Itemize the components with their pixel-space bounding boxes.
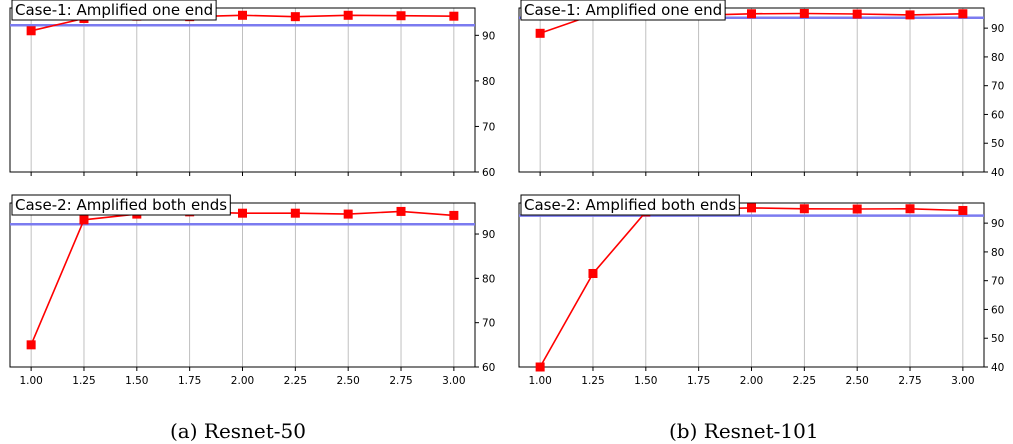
caption-resnet-101: (b) Resnet-101 (669, 419, 819, 443)
data-point (799, 8, 809, 18)
x-tick-label: 1.25 (581, 375, 604, 387)
x-tick-label: 2.50 (845, 375, 868, 387)
x-tick-label: 3.00 (951, 375, 974, 387)
y-tick-label: 40 (991, 167, 1004, 179)
data-point (343, 209, 353, 219)
x-tick-label: 2.25 (793, 375, 816, 387)
chart-panel-resnet50-case2: 1.00 1.25 1.50 1.75 2.00 2.25 2.50 2.75 3.00 60 70… (9, 194, 495, 387)
y-tick-label: 70 (482, 318, 495, 330)
data-point (396, 206, 406, 216)
x-tick-label: 1.75 (178, 375, 201, 387)
data-point (535, 362, 545, 372)
x-tick-label: 2.75 (898, 375, 921, 387)
y-tick-label: 70 (482, 121, 495, 133)
panel-title-box (11, 0, 217, 21)
y-tick-label: 90 (991, 23, 1004, 35)
y-tick-label: 60 (991, 304, 1004, 316)
data-point (26, 340, 36, 350)
y-tick-label: 40 (991, 362, 1004, 374)
data-point (343, 10, 353, 20)
x-tick-label: 1.00 (528, 375, 551, 387)
data-point (238, 208, 247, 218)
x-tick-label: 2.75 (389, 375, 412, 387)
panel-title: Case-1: Amplified one end (524, 1, 722, 19)
x-tick-label: 2.00 (231, 375, 254, 387)
y-tick-label: 80 (991, 247, 1004, 259)
panel-title-box (520, 194, 740, 216)
x-tick-label: 1.50 (634, 375, 657, 387)
y-tick-label: 80 (482, 273, 495, 285)
data-point (852, 9, 862, 19)
y-tick-label: 60 (482, 362, 495, 374)
x-tick-label: 2.00 (740, 375, 763, 387)
chart-panel-resnet50-case1: 60 70 80 90 Case-1: Amplified one end (9, 0, 495, 179)
data-point (958, 9, 968, 19)
data-point (852, 204, 862, 214)
y-tick-label: 50 (991, 138, 1004, 150)
y-tick-label: 70 (991, 81, 1004, 93)
panel-title: Case-2: Amplified both ends (524, 196, 736, 214)
x-tick-label: 2.50 (336, 375, 359, 387)
data-point (396, 11, 406, 21)
panel-title: Case-2: Amplified both ends (15, 196, 227, 214)
x-tick-label: 1.50 (125, 375, 148, 387)
data-point (905, 204, 915, 214)
y-tick-label: 90 (482, 229, 495, 241)
chart-panel-resnet101-case2: 1.00 1.25 1.50 1.75 2.00 2.25 2.50 2.75 3.00 40 50… (518, 194, 1004, 387)
panel-title: Case-1: Amplified one end (15, 1, 213, 19)
data-point (238, 10, 247, 20)
y-tick-label: 60 (482, 167, 495, 179)
data-point (535, 28, 545, 38)
data-point (747, 203, 756, 213)
x-tick-label: 1.00 (19, 375, 42, 387)
chart-panel-resnet101-case1: 40 50 60 70 80 90 Case-1: Amplified one end (518, 0, 1004, 179)
panel-title-box (520, 0, 726, 21)
data-point (290, 208, 300, 218)
data-point (290, 12, 300, 22)
data-point (449, 210, 459, 220)
x-tick-label: 2.25 (284, 375, 307, 387)
data-point (905, 10, 915, 20)
x-tick-label: 1.75 (687, 375, 710, 387)
caption-resnet-50: (a) Resnet-50 (170, 419, 306, 443)
data-point (26, 26, 36, 36)
y-tick-label: 70 (991, 276, 1004, 288)
y-tick-label: 90 (991, 218, 1004, 230)
y-tick-label: 90 (482, 30, 495, 42)
data-point (588, 268, 598, 278)
y-tick-label: 80 (991, 52, 1004, 64)
y-tick-label: 50 (991, 333, 1004, 345)
data-point (747, 9, 756, 19)
y-tick-label: 80 (482, 76, 495, 88)
x-tick-label: 1.25 (72, 375, 95, 387)
x-tick-label: 3.00 (442, 375, 465, 387)
panel-title-box (11, 194, 231, 216)
data-point (449, 11, 459, 21)
data-point (79, 215, 89, 225)
y-tick-label: 60 (991, 109, 1004, 121)
data-point (958, 205, 968, 215)
data-point (799, 204, 809, 214)
